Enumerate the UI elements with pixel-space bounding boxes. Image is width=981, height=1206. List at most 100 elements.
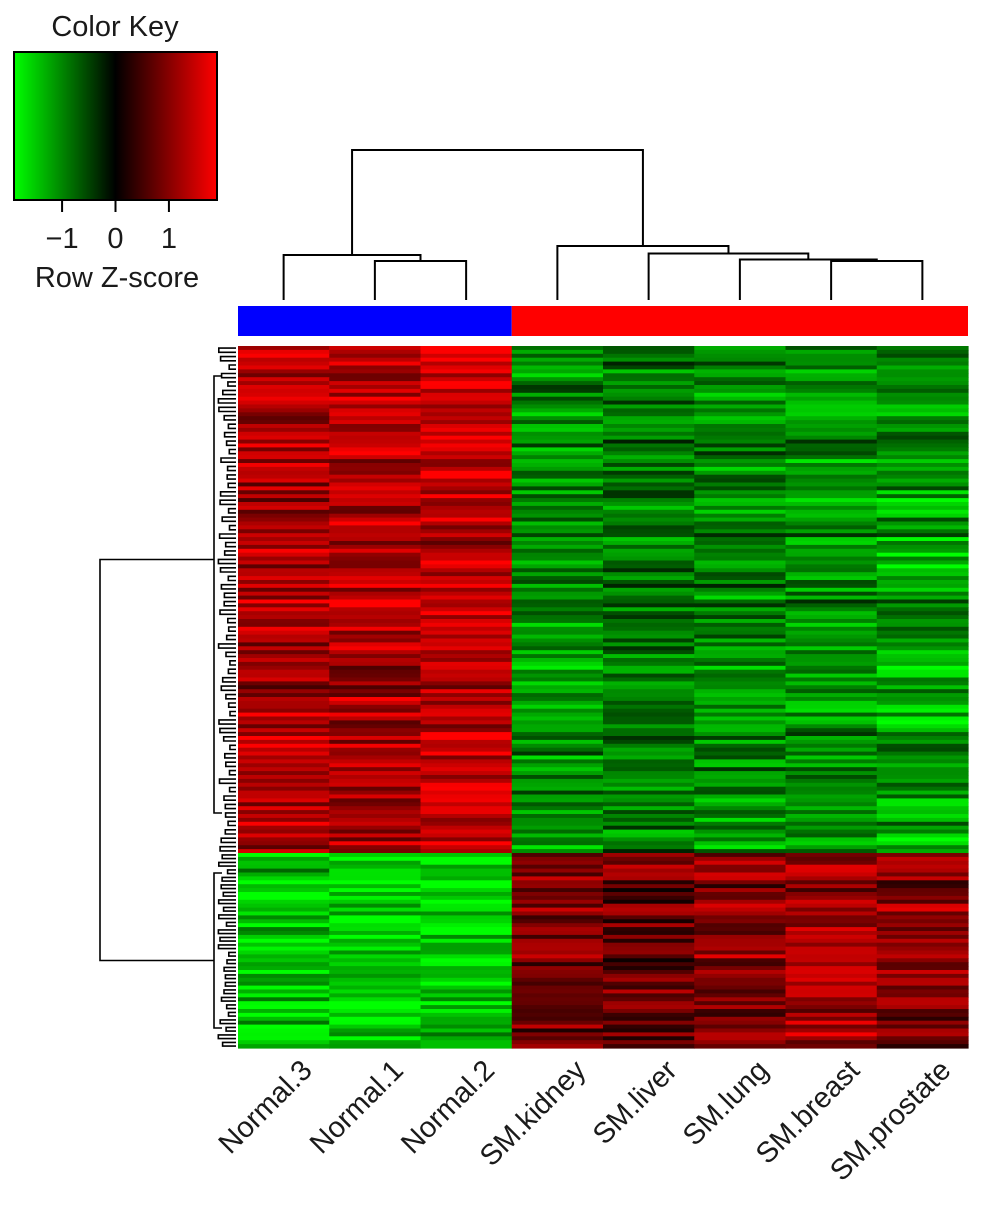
heatmap-cell xyxy=(238,728,330,733)
heatmap-cell xyxy=(329,798,422,803)
heatmap-cell xyxy=(329,724,422,729)
heatmap-cell xyxy=(694,993,787,998)
heatmap-cell xyxy=(511,591,604,597)
row-dendrogram-branch xyxy=(224,974,236,980)
heatmap-cell xyxy=(238,544,330,550)
heatmap-cell xyxy=(420,642,513,647)
heatmap-cell xyxy=(876,525,969,530)
heatmap-cell xyxy=(603,817,695,823)
heatmap-cell xyxy=(785,650,878,655)
heatmap-cell xyxy=(694,447,787,452)
heatmap-cell xyxy=(511,494,604,499)
heatmap-cell xyxy=(603,583,695,589)
heatmap-cell xyxy=(603,977,695,983)
heatmap-cell xyxy=(785,767,878,772)
row-dendrogram-branch xyxy=(224,812,236,818)
heatmap-cell xyxy=(238,927,330,932)
heatmap-cell xyxy=(420,798,513,803)
heatmap-cell xyxy=(785,478,878,484)
heatmap-cell xyxy=(694,517,787,523)
heatmap-cell xyxy=(785,626,878,632)
heatmap-cell xyxy=(876,361,969,367)
heatmap-cell xyxy=(785,482,878,487)
row-dendrogram-branch xyxy=(227,702,236,708)
heatmap-cell xyxy=(420,576,513,581)
heatmap-cell xyxy=(785,860,878,866)
heatmap-cell xyxy=(238,498,330,503)
heatmap-cell xyxy=(420,388,513,394)
heatmap-cell xyxy=(694,381,787,386)
heatmap-cell xyxy=(785,837,878,842)
heatmap-cell xyxy=(329,435,422,441)
heatmap-cell xyxy=(694,966,787,971)
heatmap-cell xyxy=(420,700,513,706)
row-dendrogram-branch xyxy=(225,761,236,768)
heatmap-cell xyxy=(876,732,969,737)
heatmap-cell xyxy=(694,626,787,632)
heatmap-cell xyxy=(785,451,878,456)
heatmap-cell xyxy=(238,1028,330,1033)
heatmap-cell xyxy=(603,595,695,601)
heatmap-cell xyxy=(420,1012,513,1018)
row-dendrogram-branch xyxy=(221,876,236,882)
heatmap-cell xyxy=(511,958,604,963)
heatmap-cell xyxy=(238,478,330,484)
heatmap-cell xyxy=(329,736,422,741)
heatmap-cell xyxy=(694,841,787,846)
heatmap-cell xyxy=(511,849,604,854)
heatmap-cell xyxy=(694,837,787,842)
heatmap-cell xyxy=(603,899,695,905)
heatmap-cell xyxy=(785,708,878,714)
heatmap-cell xyxy=(785,580,878,585)
heatmap-cell xyxy=(603,353,695,359)
heatmap-cell xyxy=(329,408,422,413)
heatmap-cell xyxy=(785,349,878,355)
heatmap-cell xyxy=(238,814,330,819)
heatmap-cell xyxy=(420,689,513,694)
heatmap-cell xyxy=(694,466,787,472)
heatmap-cell xyxy=(511,697,604,702)
heatmap-cell xyxy=(876,946,969,952)
heatmap-cell xyxy=(420,907,513,913)
heatmap-cell xyxy=(238,548,330,554)
heatmap-cell xyxy=(785,989,878,994)
heatmap-cell xyxy=(785,392,878,398)
color-key-title: Color Key xyxy=(51,11,179,43)
heatmap-cell xyxy=(694,650,787,655)
heatmap-cell xyxy=(238,962,330,967)
heatmap-cell xyxy=(238,611,330,616)
heatmap-cell xyxy=(785,728,878,733)
heatmap-cell xyxy=(511,755,604,760)
heatmap-cell xyxy=(876,802,969,807)
heatmap-cell xyxy=(238,576,330,581)
heatmap-cell xyxy=(238,732,330,737)
heatmap-cell xyxy=(876,1044,969,1049)
heatmap-cell xyxy=(876,977,969,983)
heatmap-cell xyxy=(785,622,878,628)
heatmap-cell xyxy=(511,541,604,546)
heatmap-cell xyxy=(238,463,330,468)
heatmap-cell xyxy=(238,513,330,519)
heatmap-cell xyxy=(420,599,513,604)
heatmap-cell xyxy=(785,385,878,390)
heatmap-cell xyxy=(785,346,878,351)
heatmap-cell xyxy=(511,611,604,616)
color-key-tick-label: 0 xyxy=(107,223,123,255)
heatmap-cell xyxy=(603,775,695,780)
heatmap-cell xyxy=(238,720,330,725)
heatmap-cell xyxy=(238,751,330,757)
heatmap-cell xyxy=(694,1036,787,1041)
heatmap-cell xyxy=(785,907,878,913)
heatmap-cell xyxy=(785,739,878,745)
heatmap-cell xyxy=(238,392,330,398)
heatmap-cell xyxy=(511,357,604,363)
heatmap-cell xyxy=(876,778,969,784)
row-dendrogram-branch xyxy=(228,364,236,370)
row-dendrogram-branch xyxy=(224,981,236,987)
heatmap-cell xyxy=(876,435,969,441)
heatmap-cell xyxy=(785,408,878,413)
heatmap-cell xyxy=(603,962,695,967)
heatmap-cell xyxy=(329,470,422,476)
heatmap-cell xyxy=(329,560,422,565)
heatmap-cell xyxy=(876,716,969,721)
